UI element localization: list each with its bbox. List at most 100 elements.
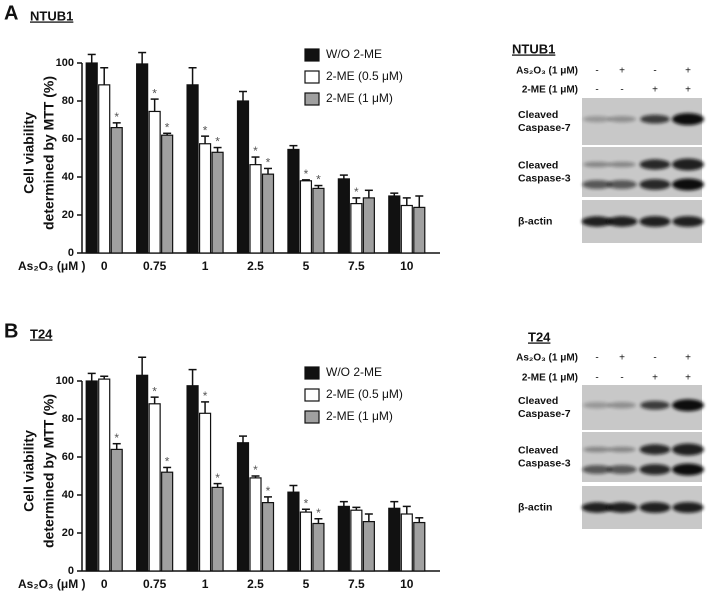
band-label: Cleaved xyxy=(518,444,558,456)
significance-mark: * xyxy=(266,484,271,498)
bar xyxy=(249,164,262,254)
blot-band xyxy=(606,502,638,513)
blot-band xyxy=(672,399,704,412)
y-axis-label: determined by MTT (%) xyxy=(41,76,57,230)
y-tick-label: 20 xyxy=(62,527,74,539)
legend-label: 2-ME (1 μM) xyxy=(326,91,393,105)
y-axis-label: Cell viability xyxy=(21,430,37,512)
legend-label: W/O 2-ME xyxy=(326,47,382,61)
bar xyxy=(261,502,275,572)
treatment-sign: - xyxy=(595,373,598,384)
significance-mark: * xyxy=(165,120,170,134)
blot-title: NTUB1 xyxy=(512,41,555,56)
x-tick-label: 7.5 xyxy=(348,259,365,273)
treatment-sign: - xyxy=(620,373,623,384)
legend-label: 2-ME (0.5 μM) xyxy=(326,387,403,401)
significance-mark: * xyxy=(215,135,220,149)
x-tick-label: 2.5 xyxy=(247,259,264,273)
legend-swatch xyxy=(304,366,320,380)
treatment-label: 2-ME (1 μM) xyxy=(522,85,578,96)
bar xyxy=(186,84,199,254)
significance-mark: * xyxy=(304,167,309,181)
bar xyxy=(287,148,300,254)
bar xyxy=(413,521,426,572)
y-tick-label: 80 xyxy=(62,413,74,425)
bar xyxy=(236,442,250,572)
treatment-label: As₂O₃ (1 μM) xyxy=(516,66,578,77)
y-tick-label: 40 xyxy=(62,171,74,183)
bar xyxy=(362,520,375,572)
blot-band xyxy=(581,502,613,513)
significance-mark: * xyxy=(304,496,309,510)
bar xyxy=(161,471,174,572)
bar xyxy=(400,204,413,254)
blot-band xyxy=(672,158,704,171)
treatment-sign: + xyxy=(619,66,625,77)
y-tick-label: 100 xyxy=(56,375,74,387)
treatment-sign: + xyxy=(685,353,691,364)
treatment-label: As₂O₃ (1 μM) xyxy=(516,353,578,364)
band-label: β-actin xyxy=(518,215,552,227)
treatment-sign: - xyxy=(595,85,598,96)
x-tick-label: 0.75 xyxy=(143,577,167,591)
bar xyxy=(350,203,363,254)
blot-band xyxy=(672,463,704,476)
legend-label: 2-ME (0.5 μM) xyxy=(326,69,403,83)
blot-band xyxy=(607,465,637,474)
x-tick-label: 1 xyxy=(202,259,209,273)
bar xyxy=(350,509,363,572)
bar xyxy=(299,180,313,254)
bar xyxy=(362,197,375,254)
panel-label: A xyxy=(4,2,18,24)
treatment-sign: + xyxy=(685,66,691,77)
band-label: Cleaved xyxy=(518,109,558,121)
blot-band xyxy=(639,216,671,227)
x-axis-label: As₂O₃ (μM ) xyxy=(18,577,86,591)
bar xyxy=(136,374,149,572)
treatment-sign: - xyxy=(620,85,623,96)
y-axis-label: Cell viability xyxy=(21,112,37,194)
significance-mark: * xyxy=(203,123,208,137)
y-tick-label: 60 xyxy=(62,451,74,463)
blot-band xyxy=(672,443,704,456)
blot-band xyxy=(639,502,671,513)
x-tick-label: 7.5 xyxy=(348,577,365,591)
blot-band xyxy=(608,402,636,409)
significance-mark: * xyxy=(316,506,321,520)
panel-title: NTUB1 xyxy=(30,8,73,23)
significance-mark: * xyxy=(152,384,157,398)
bar xyxy=(85,62,98,254)
blot-band xyxy=(583,161,611,168)
x-tick-label: 1 xyxy=(202,577,209,591)
blot-band xyxy=(639,444,671,455)
blot-band xyxy=(608,115,636,123)
legend-label: W/O 2-ME xyxy=(326,365,382,379)
bar xyxy=(211,151,224,254)
significance-mark: * xyxy=(316,173,321,187)
significance-mark: * xyxy=(165,455,170,469)
bar xyxy=(98,84,111,254)
y-tick-label: 0 xyxy=(68,565,74,577)
y-axis-label: determined by MTT (%) xyxy=(41,394,57,548)
bar xyxy=(236,100,250,254)
bar xyxy=(98,378,111,572)
blot-band xyxy=(606,216,638,227)
treatment-sign: + xyxy=(652,373,658,384)
y-tick-label: 0 xyxy=(68,247,74,259)
bar xyxy=(400,513,413,572)
treatment-sign: - xyxy=(595,66,598,77)
bar xyxy=(249,477,262,572)
band-label: β-actin xyxy=(518,501,552,513)
blot-title: T24 xyxy=(528,329,551,344)
bar xyxy=(110,448,123,572)
blot-band xyxy=(583,446,611,453)
treatment-sign: + xyxy=(619,353,625,364)
bar xyxy=(186,385,199,572)
legend-swatch xyxy=(304,410,320,424)
blot-band xyxy=(672,502,704,513)
treatment-sign: - xyxy=(653,353,656,364)
bar xyxy=(312,522,325,572)
significance-mark: * xyxy=(354,185,359,199)
x-tick-label: 5 xyxy=(303,577,310,591)
